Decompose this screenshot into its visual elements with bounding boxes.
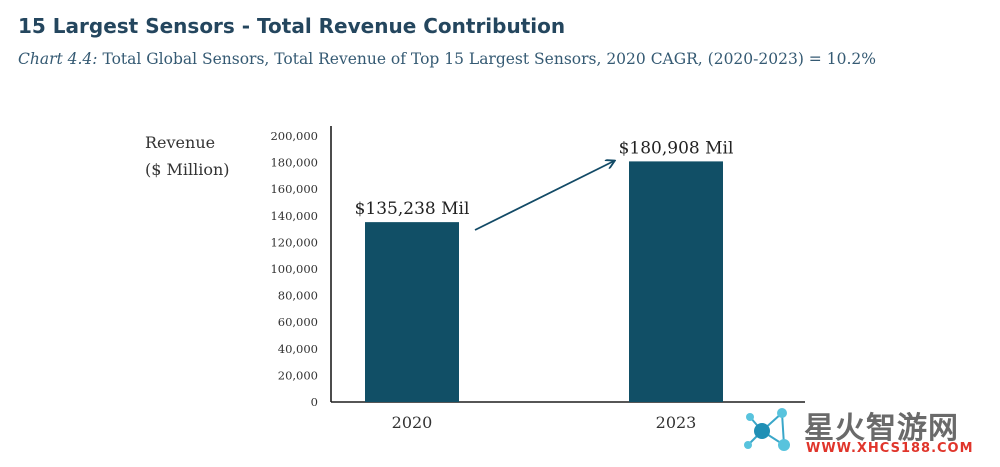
y-tick-label: 160,000 [270, 182, 318, 196]
y-tick-label: 200,000 [270, 129, 318, 143]
y-tick-label: 0 [311, 395, 318, 409]
subtitle-text: Total Global Sensors, Total Revenue of T… [97, 50, 876, 68]
chart-subtitle: Chart 4.4: Total Global Sensors, Total R… [18, 50, 876, 68]
y-axis-label-line1: Revenue [145, 133, 215, 152]
y-tick-label: 120,000 [270, 235, 318, 249]
data-label-2020: $135,238 Mil [355, 199, 470, 219]
watermark: 星火智游网 WWW.XHCS188.COM [742, 401, 992, 461]
y-tick-label: 40,000 [278, 342, 318, 356]
network-logo-icon [744, 408, 790, 451]
y-tick-label: 100,000 [270, 262, 318, 276]
y-tick-label: 80,000 [278, 289, 318, 303]
y-tick-label: 20,000 [278, 368, 318, 382]
y-tick-label: 140,000 [270, 209, 318, 223]
growth-arrow [474, 161, 614, 231]
watermark-text: 星火智游网 [804, 411, 959, 446]
bar-2023 [629, 161, 723, 402]
bars-group: $135,238 Mil 2020 $180,908 Mil 2023 [355, 138, 734, 432]
subtitle-lead: Chart 4.4: [18, 50, 98, 68]
x-tick-label-2020: 2020 [392, 413, 433, 432]
watermark-url: WWW.XHCS188.COM [806, 441, 974, 456]
bar-2020 [365, 222, 459, 402]
data-label-2023: $180,908 Mil [619, 138, 734, 158]
chart-title: 15 Largest Sensors - Total Revenue Contr… [18, 14, 566, 38]
y-tick-label: 60,000 [278, 315, 318, 329]
y-axis-label-line2: ($ Million) [145, 160, 230, 179]
y-axis-ticks: 0 20,000 40,000 60,000 80,000 100,000 120,000 1… [270, 129, 318, 409]
x-tick-label-2023: 2023 [656, 413, 697, 432]
y-tick-label: 180,000 [270, 156, 318, 170]
